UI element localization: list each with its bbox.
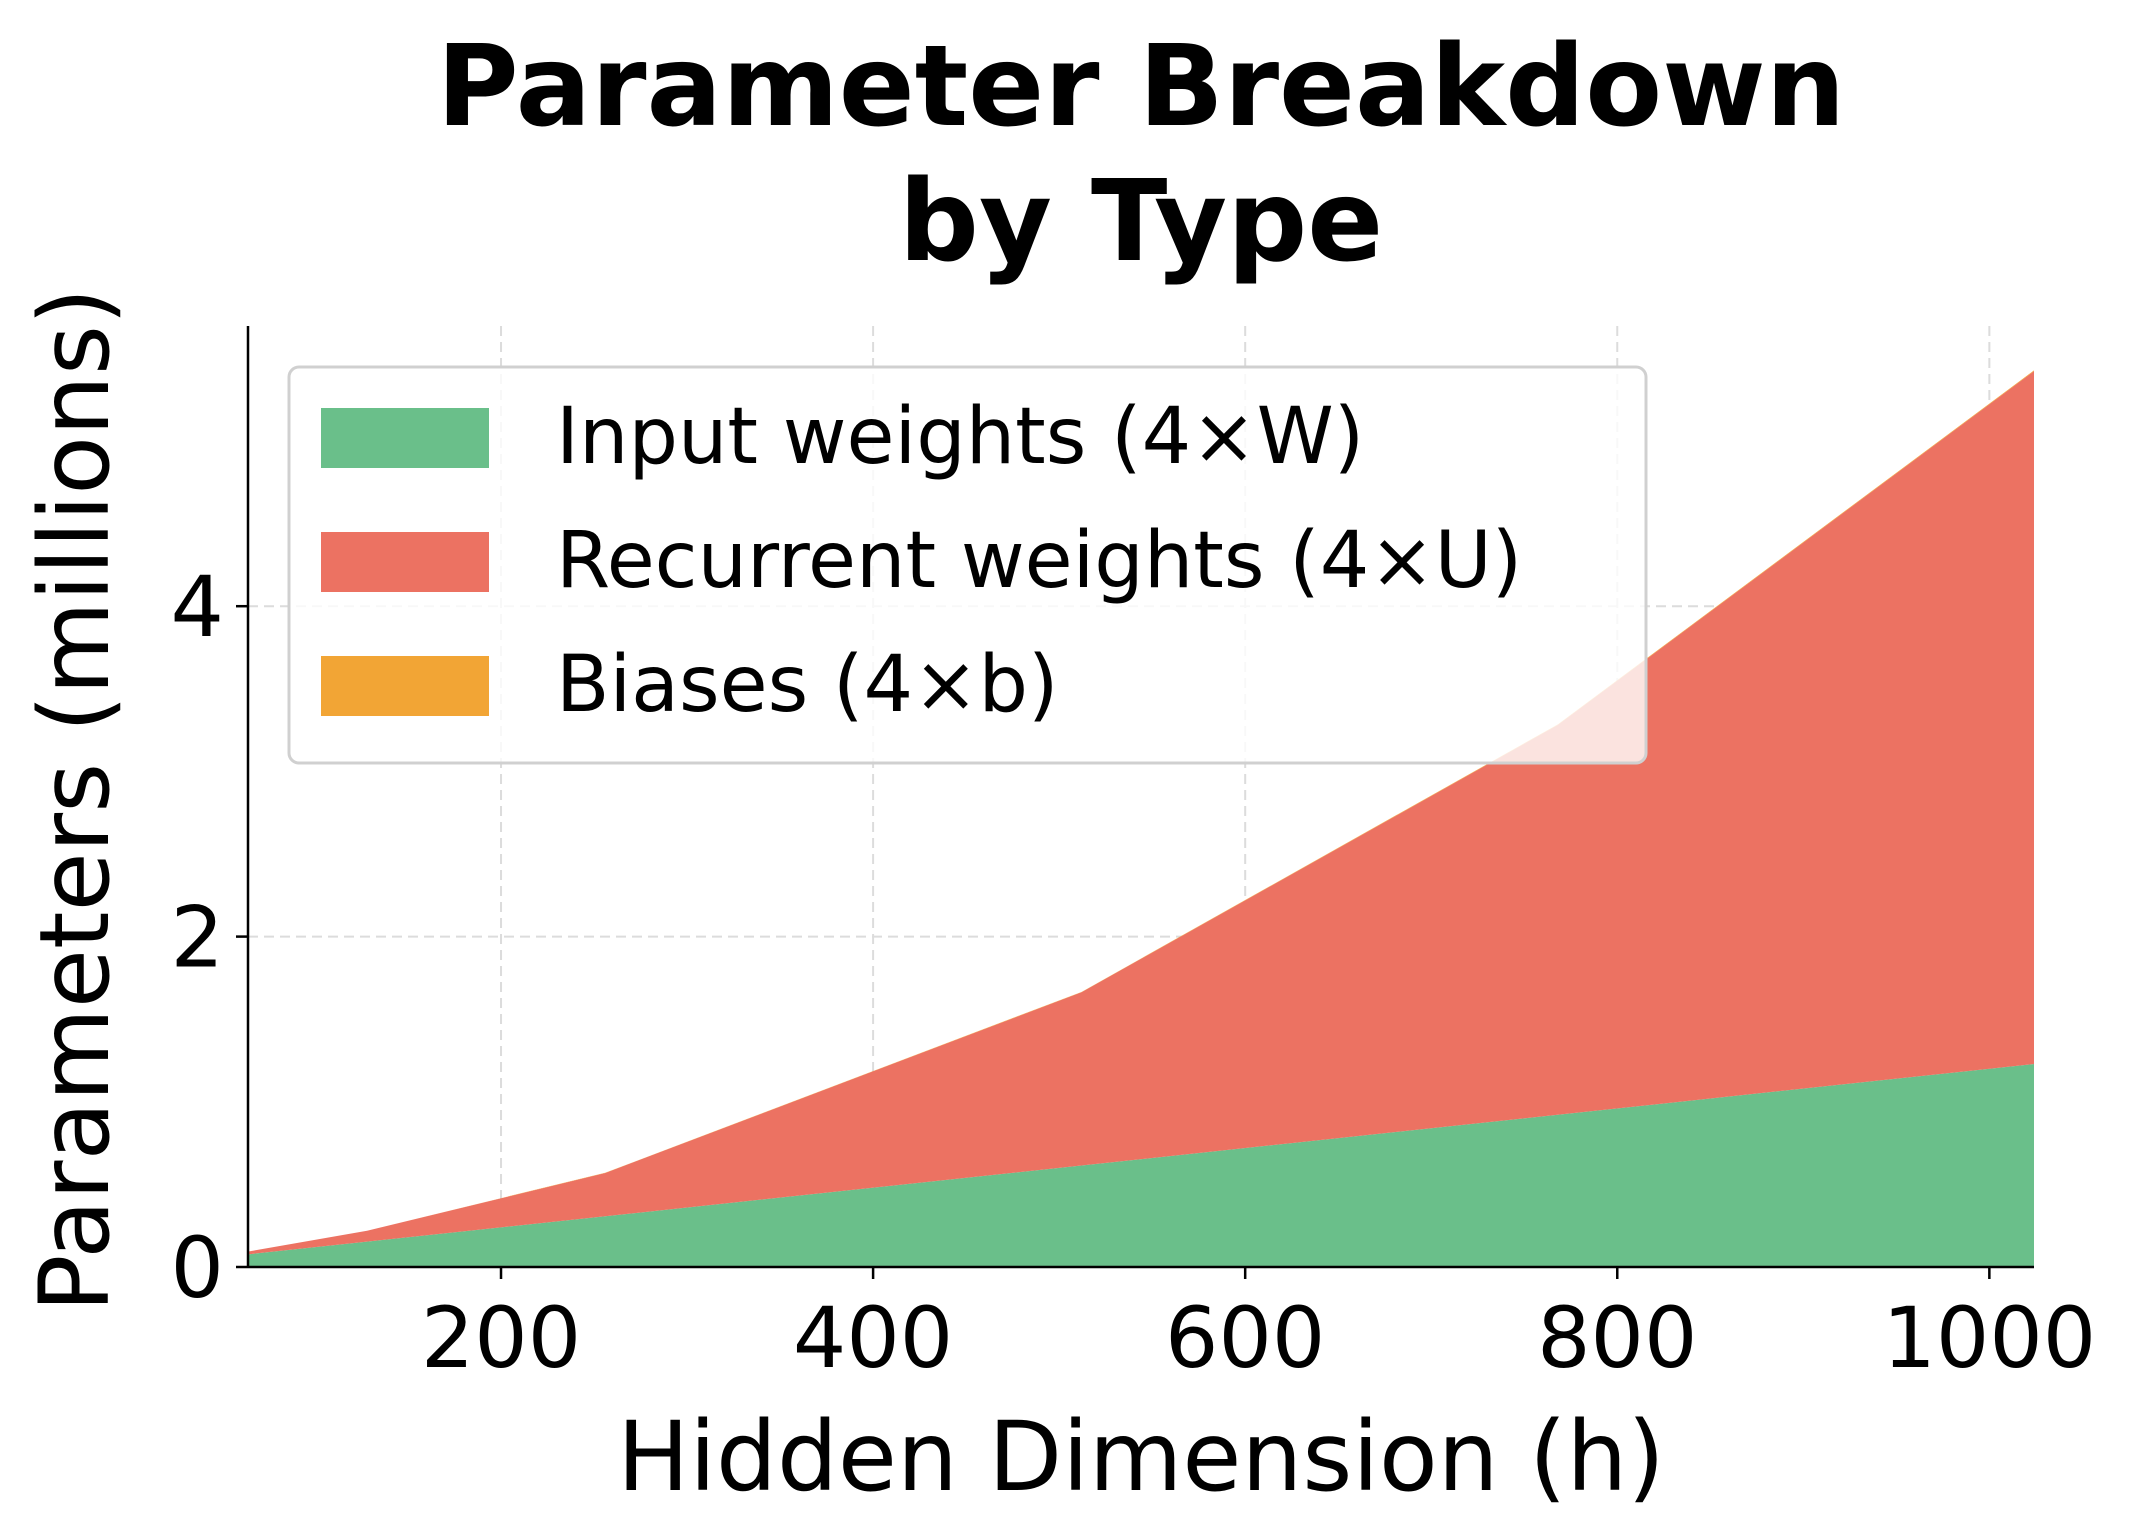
- legend-label: Biases (4×b): [556, 640, 1058, 730]
- x-tick-label: 200: [421, 1289, 581, 1387]
- x-tick-label: 400: [793, 1289, 953, 1387]
- axes: [246, 326, 2034, 1269]
- x-tick-label: 600: [1165, 1289, 1325, 1387]
- area-series-0: [248, 1064, 2034, 1267]
- x-tick-label: 1000: [1882, 1289, 2096, 1387]
- legend-swatch: [321, 532, 489, 592]
- y-tick-label: 0: [171, 1219, 224, 1317]
- y-tick-label: 2: [171, 889, 224, 987]
- areas: [248, 370, 2034, 1267]
- legend-swatch: [321, 656, 489, 716]
- ticks: 200 400 600 800 1000 0 2 4: [171, 558, 2097, 1387]
- y-tick-label: 4: [171, 558, 224, 656]
- legend-label: Recurrent weights (4×U): [556, 516, 1522, 606]
- x-tick-label: 800: [1537, 1289, 1697, 1387]
- area-series-1: [248, 371, 2034, 1255]
- legend-frame: [287, 365, 1648, 765]
- y-axis-label: Parameters (millions): [19, 288, 131, 1313]
- legend: Input weights (4×W) Recurrent weights (4×…: [287, 365, 1648, 765]
- x-axis-label: Hidden Dimension (h): [617, 1401, 1665, 1513]
- chart-title-line-2: by Type: [899, 157, 1383, 287]
- legend-swatch: [321, 408, 489, 468]
- chart-title-line-1: Parameter Breakdown: [437, 22, 1846, 152]
- legend-label: Input weights (4×W): [556, 392, 1364, 482]
